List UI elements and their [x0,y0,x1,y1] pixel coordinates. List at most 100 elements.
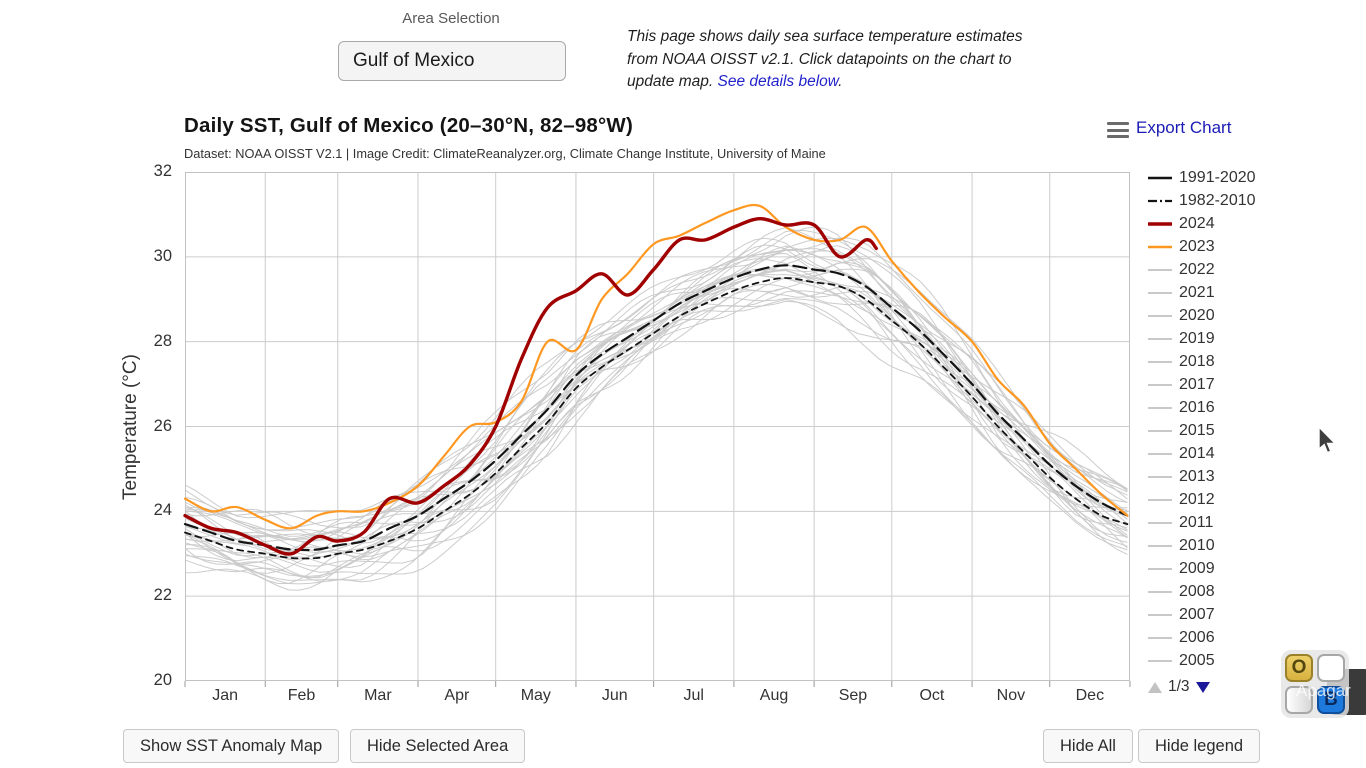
series-2024[interactable] [183,216,878,556]
hide-selected-area-button[interactable]: Hide Selected Area [350,729,526,763]
legend-item-2006[interactable]: 2006 [1148,626,1278,649]
legend-swatch [1148,567,1172,570]
legend-item-2019[interactable]: 2019 [1148,327,1278,350]
legend-swatch [1148,521,1172,524]
show-sst-anomaly-map-button[interactable]: Show SST Anomaly Map [123,729,340,763]
sst-chart-plot-area[interactable] [183,172,1131,692]
legend-swatch [1148,291,1172,294]
legend-swatch [1148,544,1172,547]
legend-item-2010[interactable]: 2010 [1148,534,1278,557]
legend-pager: 1/3 [1148,678,1210,696]
legend-swatch [1148,383,1172,386]
legend-item-2007[interactable]: 2007 [1148,603,1278,626]
legend-label: 2017 [1179,375,1215,393]
see-details-link[interactable]: See details below [717,73,839,90]
legend-swatch [1148,613,1172,616]
legend-label: 2018 [1179,352,1215,370]
legend-swatch [1148,360,1172,363]
legend-label: 2019 [1179,329,1215,347]
legend-item-2014[interactable]: 2014 [1148,442,1278,465]
x-tick-label: Aug [759,687,789,704]
series-1991-2020[interactable] [183,264,1129,552]
chart-title: Daily SST, Gulf of Mexico (20–30°N, 82–9… [184,114,634,137]
legend-label: 2023 [1179,237,1215,255]
legend-label: 2021 [1179,283,1215,301]
legend-item-2023[interactable]: 2023 [1148,235,1278,258]
legend-item-2017[interactable]: 2017 [1148,373,1278,396]
legend-swatch [1148,590,1172,593]
legend-swatch [1148,199,1172,202]
area-selection-select[interactable]: Gulf of Mexico [338,41,566,81]
widget-tile-o[interactable]: O [1285,654,1313,682]
legend-label: 2015 [1179,421,1215,439]
y-tick-label: 30 [153,246,172,265]
intro-text-after: . [838,73,843,90]
x-tick-label: May [520,687,551,704]
legend-item-2021[interactable]: 2021 [1148,281,1278,304]
widget-tile-bottom-left[interactable] [1285,686,1313,714]
legend-label: 2014 [1179,444,1215,462]
area-selection-label: Area Selection [402,10,500,27]
legend-swatch [1148,406,1172,409]
x-tick-label: Jul [683,687,704,704]
series-2023[interactable] [183,203,1129,530]
legend-swatch [1148,498,1172,501]
legend-swatch [1148,636,1172,639]
hide-legend-button[interactable]: Hide legend [1138,729,1261,763]
x-tick-label: Nov [996,687,1026,704]
legend-label: 2011 [1179,513,1214,531]
widget-tile-top-right[interactable] [1317,654,1345,682]
legend-item-2011[interactable]: 2011 [1148,511,1278,534]
legend-label: 2008 [1179,582,1215,600]
legend-item-2009[interactable]: 2009 [1148,557,1278,580]
legend-swatch [1148,659,1172,662]
legend-item-2020[interactable]: 2020 [1148,304,1278,327]
legend-page-up-icon[interactable] [1148,681,1162,693]
x-tick-label: Mar [364,687,392,704]
y-tick-label: 22 [153,586,172,605]
legend-label: 2012 [1179,490,1215,508]
legend-swatch [1148,429,1172,432]
legend-item-2008[interactable]: 2008 [1148,580,1278,603]
legend-label: 2007 [1179,605,1215,623]
legend-swatch [1148,268,1172,271]
legend-page-down-icon[interactable] [1195,681,1210,693]
legend-label: 2005 [1179,651,1215,669]
legend-label: 2016 [1179,398,1215,416]
x-tick-label: Jun [601,687,628,704]
legend-label: 2020 [1179,306,1215,324]
legend-swatch [1148,221,1172,226]
legend-item-2018[interactable]: 2018 [1148,350,1278,373]
y-tick-label: 32 [153,162,172,180]
legend-label: 2006 [1179,628,1215,646]
legend-label: 1982-2010 [1179,191,1256,209]
legend-item-2024[interactable]: 2024 [1148,212,1278,235]
legend-label: 2024 [1179,214,1215,232]
chart-menu-icon[interactable] [1107,122,1129,138]
mouse-cursor [1318,426,1337,454]
x-tick-label: Oct [919,687,945,704]
chart-legend: 1991-2020 1982-2010 2024 2023 2022 2021 2020 20… [1148,166,1278,672]
hide-all-button[interactable]: Hide All [1043,729,1133,763]
legend-label: 2022 [1179,260,1215,278]
intro-text: This page shows daily sea surface temper… [627,26,1043,94]
legend-item-2022[interactable]: 2022 [1148,258,1278,281]
legend-item-1991-2020[interactable]: 1991-2020 [1148,166,1278,189]
legend-item-2015[interactable]: 2015 [1148,419,1278,442]
y-tick-label: 28 [153,331,172,350]
legend-item-2005[interactable]: 2005 [1148,649,1278,672]
intro-text-before: This page shows daily sea surface temper… [627,28,1023,90]
widget-tooltip-label: Apagar [1296,681,1351,700]
legend-item-1982-2010[interactable]: 1982-2010 [1148,189,1278,212]
y-tick-label: 24 [153,501,172,520]
legend-swatch [1148,176,1172,179]
legend-swatch [1148,245,1172,248]
legend-swatch [1148,452,1172,455]
legend-item-2013[interactable]: 2013 [1148,465,1278,488]
series-1982-2010[interactable] [184,277,1129,560]
legend-item-2016[interactable]: 2016 [1148,396,1278,419]
legend-item-2012[interactable]: 2012 [1148,488,1278,511]
widget-tile-b[interactable]: B [1317,686,1345,714]
legend-page-indicator: 1/3 [1168,678,1190,695]
export-chart-link[interactable]: Export Chart [1136,118,1232,137]
